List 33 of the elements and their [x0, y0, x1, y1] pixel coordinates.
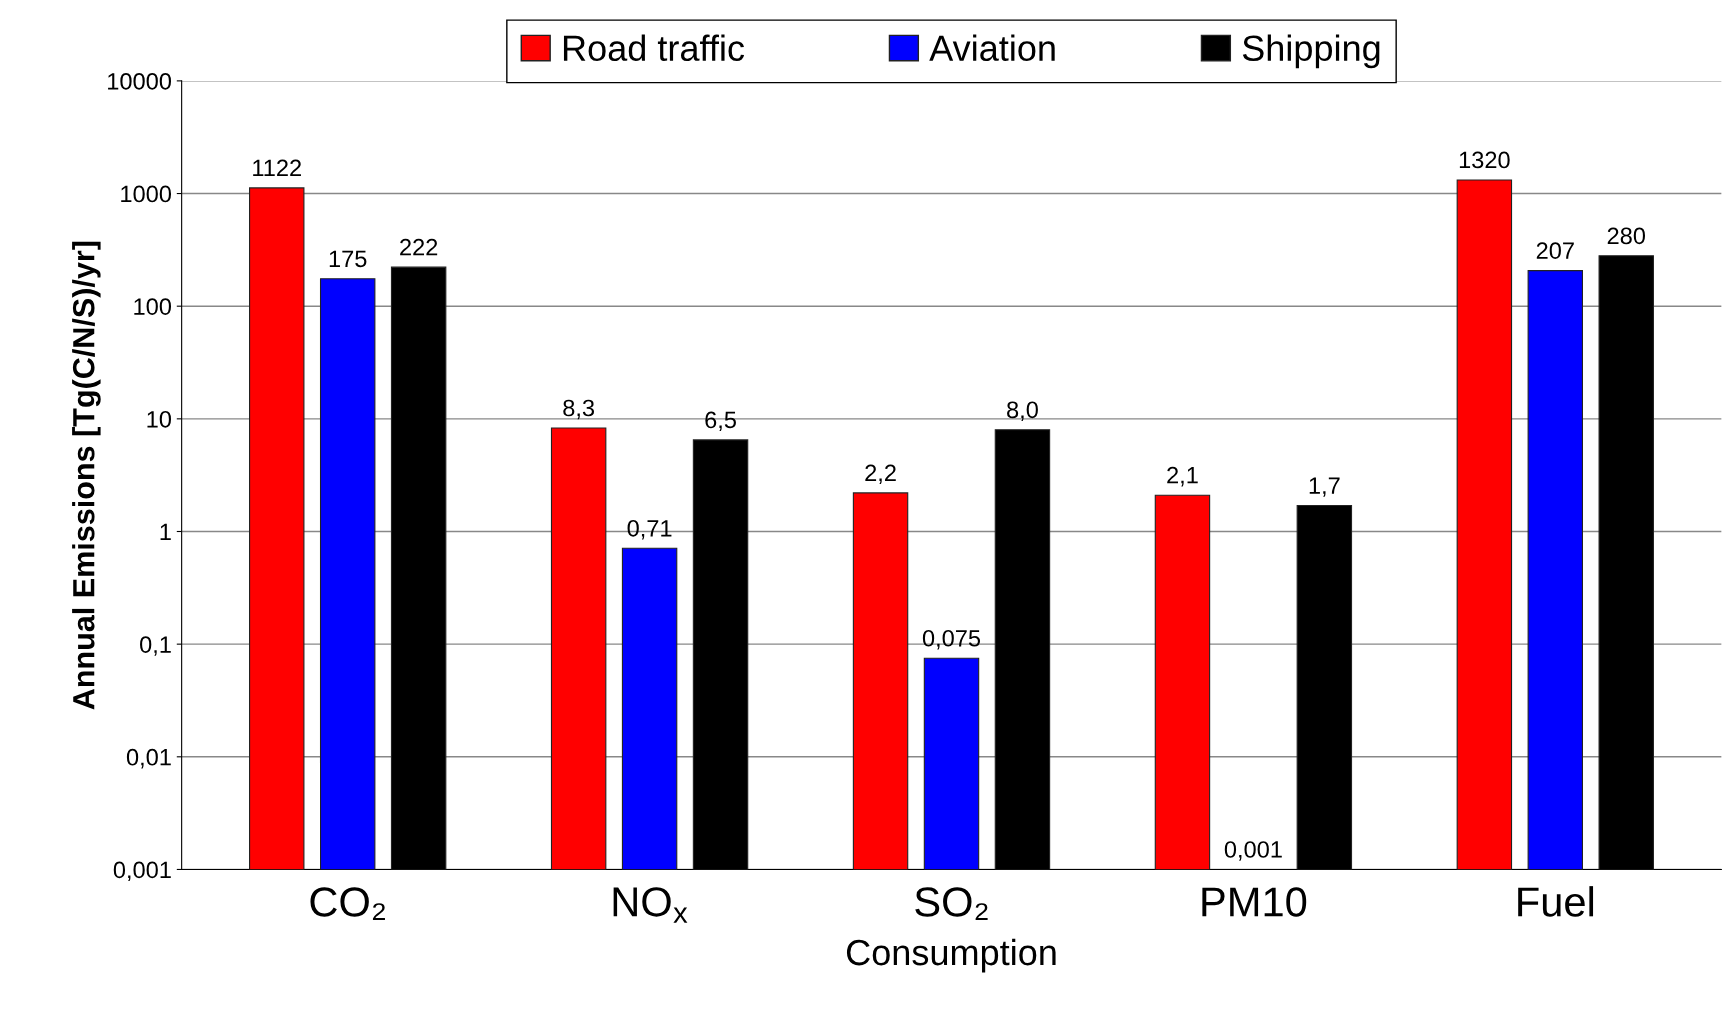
y-tick-label: 100	[134, 298, 172, 315]
x-tick-label: SO₂	[915, 887, 988, 920]
x-tick-label: CO₂	[310, 887, 385, 920]
x-tick-label: NO$_{x}$	[613, 887, 688, 923]
y-tick-label: 10	[147, 410, 172, 428]
data-label: 0,001	[1224, 841, 1282, 861]
data-label: 280	[1607, 227, 1646, 245]
legend-label: Shipping	[1242, 34, 1380, 69]
data-label: 175	[329, 250, 367, 268]
y-tick-label: 1	[160, 523, 171, 541]
data-label: 2,2	[865, 464, 896, 485]
y-tick-label: 0,1	[140, 636, 171, 656]
x-tick-label: Fuel	[1518, 886, 1594, 917]
data-label: 0,71	[627, 519, 672, 540]
y-tick-label: 1000	[121, 185, 172, 203]
data-label: 6,5	[705, 411, 736, 432]
data-label: 207	[1536, 242, 1574, 259]
legend-label: Aviation	[929, 34, 1055, 62]
data-label: 0,075	[922, 629, 981, 650]
y-tick-label: 0,01	[126, 748, 171, 769]
x-axis-title: Consumption	[846, 938, 1056, 973]
y-tick-label: 10000	[108, 72, 172, 90]
data-label: 1320	[1459, 151, 1510, 169]
data-label: 1122	[253, 159, 301, 177]
data-label: 222	[400, 238, 438, 256]
y-tick-label: 0,001	[113, 861, 171, 882]
data-label: 2,1	[1167, 466, 1198, 487]
data-label: 8,0	[1007, 401, 1038, 421]
y-axis-title: Annual Emissions [Tg(C/N/S)/yr]	[72, 241, 101, 710]
data-label: 8,3	[563, 399, 595, 420]
data-label: 1,7	[1309, 477, 1340, 497]
legend-label: Road traffic	[563, 34, 745, 62]
x-tick-label: PM10	[1202, 887, 1307, 917]
